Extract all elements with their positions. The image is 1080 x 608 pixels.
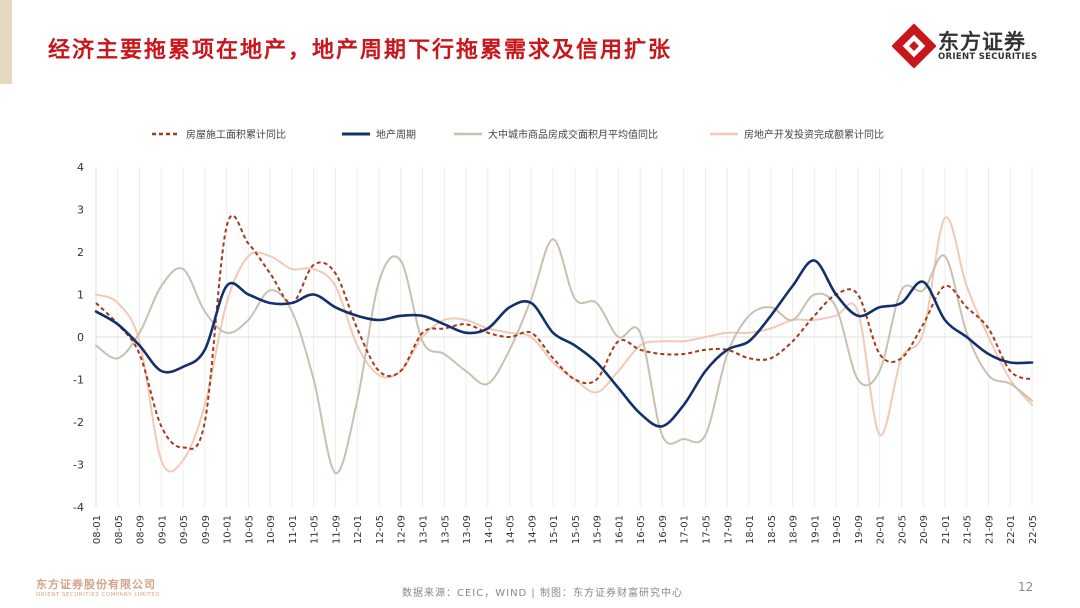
y-tick-label: 4 (77, 161, 84, 174)
footer-company-logo: 东方证券股份有限公司 ORIENT SECURITIES COMPANY LIM… (36, 576, 160, 598)
x-tick-label: 11-01 (288, 515, 299, 544)
x-tick-label: 22-01 (1006, 515, 1017, 544)
x-tick-label: 16-09 (658, 515, 669, 544)
x-tick-label: 19-05 (832, 515, 843, 544)
x-tick-label: 09-05 (179, 515, 190, 544)
y-tick-label: -3 (73, 459, 84, 472)
x-tick-label: 17-01 (680, 515, 691, 544)
x-tick-label: 09-01 (157, 515, 168, 544)
x-tick-label: 13-05 (440, 515, 451, 544)
footer-company-cn: 东方证券股份有限公司 (36, 578, 156, 591)
x-tick-label: 15-05 (571, 515, 582, 544)
data-source-note: 数据来源：CEIC，WIND | 制图：东方证券财富研究中心 (402, 588, 683, 599)
y-tick-label: -1 (73, 374, 84, 387)
x-tick-label: 13-09 (462, 515, 473, 544)
series-line-3 (95, 216, 1033, 473)
x-tick-label: 19-01 (810, 515, 821, 544)
x-tick-label: 21-05 (963, 515, 974, 544)
x-tick-label: 13-01 (419, 515, 430, 544)
y-tick-label: 1 (77, 289, 84, 302)
brand-name-cn: 东方证券 (938, 30, 1026, 54)
x-tick-label: 15-09 (593, 515, 604, 544)
x-tick-label: 20-09 (919, 515, 930, 544)
x-tick-label: 15-01 (549, 515, 560, 544)
y-tick-label: 2 (77, 246, 84, 259)
legend-label-1: 地产周期 (376, 128, 416, 141)
x-tick-label: 10-09 (266, 515, 277, 544)
footer-company-en: ORIENT SECURITIES COMPANY LIMITED (36, 592, 160, 598)
x-tick-label: 08-01 (92, 515, 103, 544)
legend-label-3: 房地产开发投资完成额累计同比 (744, 128, 884, 141)
x-tick-label: 21-09 (984, 515, 995, 544)
header-accent-bar (0, 0, 12, 84)
x-tick-label: 10-01 (223, 515, 234, 544)
brand-logo: 东方证券 ORIENT SECURITIES (891, 23, 1052, 70)
x-tick-label: 12-09 (397, 515, 408, 544)
series-line-1 (94, 259, 1034, 428)
x-tick-label: 11-09 (331, 515, 342, 544)
line-chart: 4 3 2 1 0 -1 -2 -3 -4 08-01 08-05 08-09 09-01 09-05 09… (73, 128, 1039, 544)
x-tick-label: 12-05 (375, 515, 386, 544)
x-tick-label: 11-05 (310, 515, 321, 544)
x-tick-label: 16-01 (614, 515, 625, 544)
x-tick-label: 10-05 (244, 515, 255, 544)
x-tick-label: 14-09 (527, 515, 538, 544)
x-tick-label: 16-05 (636, 515, 647, 544)
y-tick-label: -4 (73, 501, 84, 514)
x-tick-label: 12-01 (353, 515, 364, 544)
x-tick-label: 08-09 (136, 515, 147, 544)
page-title: 经济主要拖累项在地产，地产周期下行拖累需求及信用扩张 (48, 37, 673, 63)
series-line-0 (95, 214, 1033, 450)
x-tick-label: 17-05 (701, 515, 712, 544)
brand-logo-icon (891, 23, 937, 69)
x-tick-label: 18-09 (789, 515, 800, 544)
legend-label-2: 大中城市商品房成交面积月平均值同比 (488, 128, 658, 141)
y-tick-label: 3 (77, 204, 84, 217)
x-tick-label: 20-01 (876, 515, 887, 544)
x-tick-label: 17-09 (723, 515, 734, 544)
x-tick-label: 22-05 (1028, 515, 1039, 544)
x-tick-label: 18-01 (745, 515, 756, 544)
page-number: 12 (1018, 580, 1034, 594)
x-tick-label: 18-05 (767, 515, 778, 544)
x-tick-label: 20-05 (897, 515, 908, 544)
x-tick-label: 14-05 (506, 515, 517, 544)
x-tick-label: 21-01 (941, 515, 952, 544)
y-tick-label: 0 (77, 331, 84, 344)
x-tick-label: 19-09 (854, 515, 865, 544)
legend-label-0: 房屋施工面积累计同比 (186, 128, 286, 141)
x-tick-label: 08-05 (114, 515, 125, 544)
y-tick-label: -2 (73, 416, 84, 429)
x-tick-label: 09-09 (201, 515, 212, 544)
brand-name-en: ORIENT SECURITIES (938, 52, 1038, 62)
x-tick-label: 14-01 (484, 515, 495, 544)
